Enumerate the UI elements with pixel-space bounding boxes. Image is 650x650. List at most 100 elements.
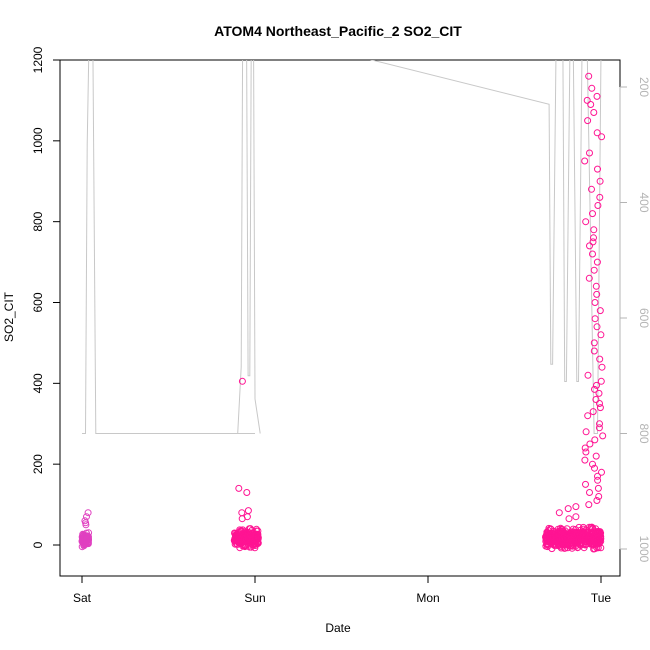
- data-point: [565, 530, 573, 538]
- data-point-outlier: [591, 464, 598, 472]
- data-point-outlier: [84, 509, 92, 517]
- chart-title: ATOM4 Northeast_Pacific_2 SO2_CIT: [214, 23, 462, 39]
- data-point: [578, 538, 586, 546]
- y-tick-label: 800: [31, 211, 45, 231]
- data-point-outlier: [585, 72, 593, 80]
- data-point: [586, 536, 594, 544]
- data-point-outlier: [587, 101, 595, 108]
- points-layer: [78, 72, 607, 553]
- y2-tick-label: 400: [637, 192, 650, 212]
- data-point: [579, 523, 587, 531]
- x-axis-label: Date: [325, 621, 351, 635]
- data-point-outlier: [596, 420, 603, 428]
- data-point-outlier: [596, 400, 603, 407]
- data-point-outlier: [594, 476, 602, 484]
- data-point-outlier: [589, 238, 597, 246]
- data-point-outlier: [596, 355, 604, 363]
- data-point-outlier: [591, 385, 598, 393]
- data-point-outlier: [583, 96, 591, 104]
- data-point-outlier: [598, 468, 605, 476]
- data-point-outlier: [584, 371, 592, 379]
- data-point: [548, 545, 556, 553]
- data-point-outlier: [589, 210, 596, 218]
- data-point-outlier: [586, 440, 594, 448]
- plot-frame: [59, 59, 621, 577]
- data-point-outlier: [565, 515, 573, 523]
- data-point: [251, 542, 259, 549]
- data-point: [84, 540, 92, 548]
- data-point-outlier: [589, 250, 596, 258]
- data-point-outlier: [596, 193, 604, 201]
- data-point: [593, 529, 600, 536]
- y-tick-label: 0: [31, 541, 45, 548]
- data-point-outlier: [586, 489, 593, 496]
- data-point-outlier: [582, 428, 590, 436]
- data-point-outlier: [584, 412, 592, 420]
- data-point-outlier: [594, 165, 601, 173]
- data-point-outlier: [593, 92, 601, 100]
- data-point-outlier: [593, 258, 601, 266]
- data-point: [247, 531, 255, 539]
- y-tick-label: 600: [31, 292, 45, 312]
- x-tick-label: Sun: [244, 591, 265, 605]
- data-point-outlier: [582, 218, 590, 226]
- data-point: [246, 534, 254, 542]
- data-point-outlier: [586, 149, 593, 157]
- data-point-outlier: [581, 157, 589, 165]
- data-point-outlier: [590, 347, 598, 355]
- data-point-outlier: [586, 242, 593, 250]
- data-point-outlier: [595, 424, 603, 432]
- data-point-outlier: [581, 456, 589, 464]
- data-point-outlier: [597, 377, 605, 385]
- data-point-outlier: [582, 480, 589, 488]
- pressure-line-flight1: [82, 60, 261, 434]
- pressure-line-flight2: [369, 60, 602, 434]
- data-point: [576, 531, 584, 539]
- y-tick-label: 1000: [31, 127, 45, 154]
- data-point-outlier: [591, 436, 599, 444]
- data-point: [254, 527, 262, 535]
- data-point-outlier: [82, 521, 90, 529]
- data-point-outlier: [555, 509, 563, 517]
- data-point: [236, 544, 244, 552]
- data-point-outlier: [593, 290, 601, 298]
- data-point-outlier: [585, 274, 593, 282]
- data-point: [577, 541, 585, 549]
- data-point-outlier: [597, 331, 605, 339]
- data-point-outlier: [595, 389, 603, 397]
- data-point-outlier: [581, 444, 589, 452]
- y2-tick-label: 1000: [637, 536, 650, 563]
- data-point: [562, 534, 569, 542]
- data-point-outlier: [593, 323, 601, 331]
- data-point: [595, 537, 603, 545]
- data-point-outlier: [589, 460, 596, 468]
- y-tick-label: 400: [31, 373, 45, 393]
- data-point-outlier: [572, 503, 580, 511]
- data-point-outlier: [599, 432, 607, 440]
- data-point-outlier: [596, 307, 604, 315]
- data-point-outlier: [592, 282, 600, 290]
- data-point-outlier: [595, 493, 603, 500]
- pressure-line-layer: [82, 60, 602, 434]
- data-point: [589, 524, 597, 532]
- data-point-outlier: [592, 452, 600, 460]
- data-point-outlier: [590, 226, 598, 234]
- data-point-outlier: [590, 339, 598, 347]
- data-point-outlier: [588, 84, 596, 92]
- data-point-outlier: [235, 484, 243, 492]
- data-point: [542, 537, 550, 545]
- data-point-outlier: [593, 381, 600, 389]
- data-point-outlier: [596, 177, 604, 185]
- data-point-outlier: [594, 202, 602, 209]
- data-point: [557, 524, 565, 532]
- data-point-outlier: [598, 363, 606, 371]
- data-point-outlier: [591, 315, 599, 323]
- x-tick-label: Sat: [73, 591, 92, 605]
- y2-tick-label: 800: [637, 423, 650, 443]
- data-point: [573, 530, 581, 538]
- data-point-outlier: [572, 513, 580, 521]
- x-tick-label: Tue: [591, 591, 612, 605]
- data-point-outlier: [590, 266, 598, 274]
- data-point-outlier: [592, 396, 600, 403]
- data-point: [250, 538, 258, 546]
